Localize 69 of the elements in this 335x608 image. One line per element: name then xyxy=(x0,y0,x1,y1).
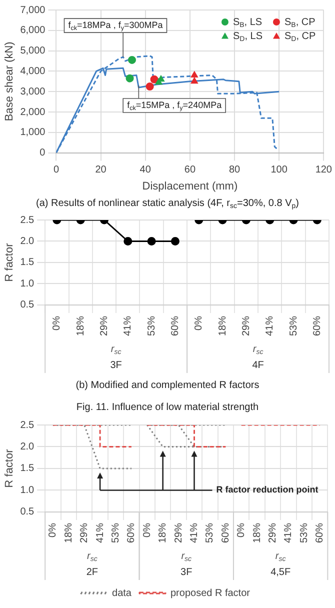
text: 2F xyxy=(86,566,98,578)
x-tick-label: 0% xyxy=(194,316,205,330)
x-tick-label: 53% xyxy=(298,522,310,543)
y-tick-label: 1.0 xyxy=(20,278,35,290)
x-tick-label: 29% xyxy=(173,522,184,543)
y-tick-label: 2,000 xyxy=(20,106,46,118)
text: 3F xyxy=(180,566,192,578)
x-tick-label: 41% xyxy=(283,522,294,543)
y-tick-label: 2.5 xyxy=(20,420,35,431)
x-tick-label: 0% xyxy=(52,316,63,330)
x-tick-label: 53% xyxy=(204,522,216,543)
x-tick-label: 60 xyxy=(184,164,196,176)
y-tick-label: 3,000 xyxy=(20,86,46,98)
x-tick-label: 60% xyxy=(312,316,323,336)
x-tick-label: 18% xyxy=(217,316,228,336)
x-tick-label: 53% xyxy=(146,316,158,336)
x-axis-title: Displacement (mm) xyxy=(142,180,238,192)
x-tick-label: 80 xyxy=(228,164,241,176)
y-tick-label: 2.0 xyxy=(20,441,35,452)
y-tick-label: 1.0 xyxy=(20,484,35,496)
y-axis-title: R factor xyxy=(4,242,16,282)
x-tick-label: 0% xyxy=(48,522,59,538)
y-axis-title: Base shear (kN) xyxy=(4,42,16,122)
y-tick-label: 6,000 xyxy=(20,25,46,36)
y-tick-label: 1.5 xyxy=(20,257,35,268)
y-tick-label: 2.0 xyxy=(20,236,35,247)
x-tick-label: 41% xyxy=(122,316,134,336)
y-tick-label: 0.5 xyxy=(20,300,35,311)
y-tick-label: 1,000 xyxy=(20,127,46,138)
x-tick-label: 20 xyxy=(95,164,107,176)
text: (b) Modified and complemented R factors xyxy=(76,380,260,391)
text: Fig. 11. Influence of low material strength xyxy=(76,402,259,413)
x-tick-label: 60% xyxy=(220,522,232,543)
x-tick-label: 0% xyxy=(236,522,248,538)
y-tick-label: 7,000 xyxy=(20,4,46,16)
x-tick-label: 18% xyxy=(63,522,74,543)
legend-label: data xyxy=(112,588,132,599)
y-tick-label: 0.5 xyxy=(20,506,35,518)
x-tick-label: 53% xyxy=(110,522,122,543)
text: 3F xyxy=(110,360,122,371)
x-tick-label: 40 xyxy=(140,164,152,176)
x-tick-label: 29% xyxy=(267,522,278,543)
x-tick-label: 120 xyxy=(315,164,332,176)
y-tick-label: 0 xyxy=(40,148,46,159)
x-tick-label: 60% xyxy=(314,522,326,543)
x-tick-label: 29% xyxy=(98,316,110,336)
legend-label: proposed R factor xyxy=(170,588,251,599)
x-tick-label: 0% xyxy=(142,522,153,538)
x-tick-label: 0 xyxy=(53,164,60,176)
x-tick-label: 18% xyxy=(75,316,86,336)
y-tick-label: 1.5 xyxy=(20,463,35,474)
x-tick-label: 18% xyxy=(158,522,169,543)
text: 4F xyxy=(252,360,264,371)
x-tick-label: 60% xyxy=(170,316,181,336)
annotation: R factor reduction point xyxy=(216,484,318,495)
x-tick-label: 29% xyxy=(240,316,252,336)
x-tick-label: 100 xyxy=(270,164,288,176)
text: 4,5F xyxy=(270,566,291,578)
x-tick-label: 41% xyxy=(188,522,200,543)
x-tick-label: 41% xyxy=(94,522,106,543)
x-tick-label: 18% xyxy=(252,522,263,543)
x-tick-label: 29% xyxy=(79,522,90,543)
y-tick-label: 2.5 xyxy=(20,214,35,226)
y-tick-label: 5,000 xyxy=(20,46,46,57)
y-tick-label: 4,000 xyxy=(20,66,46,77)
x-tick-label: 41% xyxy=(264,316,276,336)
x-tick-label: 53% xyxy=(288,316,300,336)
y-axis-title: R factor xyxy=(4,448,16,488)
x-tick-label: 60% xyxy=(126,522,138,543)
